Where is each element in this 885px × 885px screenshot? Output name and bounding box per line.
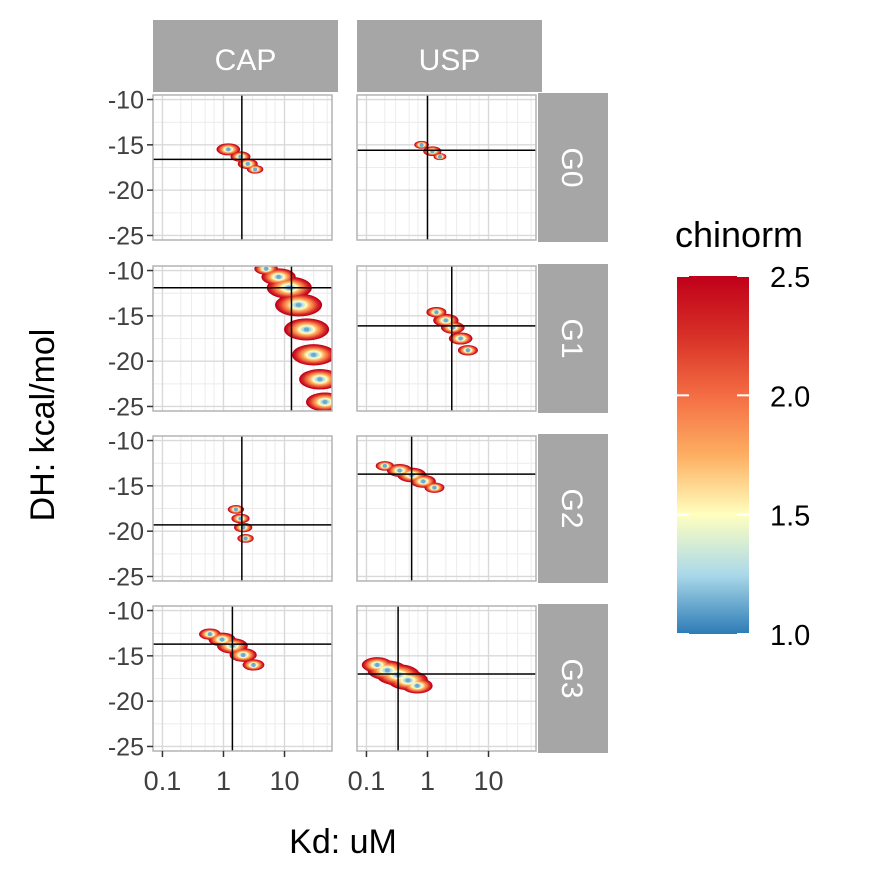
heat-cell bbox=[295, 302, 302, 307]
y-tick-label: -20 bbox=[108, 688, 144, 716]
panel-border bbox=[152, 435, 333, 582]
facet-strip-usp bbox=[357, 20, 542, 92]
facet-strip-label: CAP bbox=[215, 44, 277, 77]
heat-cell bbox=[419, 142, 424, 147]
panel-usp-g0 bbox=[356, 94, 537, 241]
heat-cell bbox=[243, 536, 248, 541]
facet-strip-g3 bbox=[538, 604, 608, 753]
legend: chinorm 1.0 1.5 2.0 2.5 bbox=[675, 214, 810, 652]
heat-cell bbox=[253, 167, 258, 172]
heat-cell bbox=[415, 683, 420, 688]
heat-region bbox=[414, 140, 447, 161]
heat-cell bbox=[317, 377, 323, 382]
legend-tick-label: 1.5 bbox=[770, 501, 810, 533]
x-tick-label: 10 bbox=[269, 766, 299, 796]
y-tick-label: -15 bbox=[108, 473, 144, 501]
y-tick-label: -15 bbox=[108, 303, 144, 331]
heat-cell bbox=[322, 399, 328, 404]
legend-tick-label: 2.5 bbox=[770, 262, 810, 294]
legend-colorbar bbox=[677, 276, 749, 634]
y-tick-label: -15 bbox=[108, 132, 144, 160]
heat-cell bbox=[264, 266, 269, 271]
legend-tick-label: 2.0 bbox=[770, 381, 810, 413]
facet-strip-label: USP bbox=[419, 44, 481, 77]
y-tick-label: -20 bbox=[108, 177, 144, 205]
panel-border bbox=[152, 265, 333, 412]
legend-title: chinorm bbox=[675, 214, 803, 255]
axes-layer: -10 -15 -20 -25 -10 -15 -20 -25 -10 -15 -20 -25 -10 -… bbox=[24, 87, 504, 861]
panel-border bbox=[356, 94, 537, 241]
heat-cell bbox=[405, 678, 411, 683]
heat-region bbox=[227, 505, 254, 543]
x-tick-label: 10 bbox=[473, 766, 503, 796]
panel-border bbox=[152, 94, 333, 241]
heat-cell bbox=[207, 632, 212, 637]
heat-cell bbox=[432, 485, 437, 490]
facet-strip-g2 bbox=[538, 434, 608, 583]
heat-cell bbox=[458, 336, 463, 341]
heat-cell bbox=[220, 637, 225, 642]
x-tick-label: 0.1 bbox=[144, 766, 182, 796]
facet-strip-label: G0 bbox=[555, 147, 588, 187]
panel-border bbox=[356, 265, 537, 412]
heat-cell bbox=[443, 318, 448, 323]
panel-usp-g2 bbox=[356, 435, 537, 582]
facet-strip-label: G3 bbox=[555, 658, 588, 698]
facet-strip-cap bbox=[153, 20, 338, 92]
heat-cell bbox=[251, 662, 256, 667]
heat-cell bbox=[397, 468, 402, 473]
y-tick-label: -20 bbox=[108, 348, 144, 376]
panel-cap-g1 bbox=[152, 265, 333, 412]
y-tick-label: -10 bbox=[108, 87, 144, 115]
facet-strip-g1 bbox=[538, 264, 608, 413]
y-axis-title: DH: kcal/mol bbox=[24, 329, 62, 522]
y-tick-label: -25 bbox=[108, 222, 144, 250]
panel-cap-g0 bbox=[152, 94, 333, 241]
y-tick-label: -25 bbox=[108, 563, 144, 591]
panel-usp-g1 bbox=[356, 265, 537, 412]
heat-cell bbox=[382, 463, 387, 468]
y-tick-label: -10 bbox=[108, 428, 144, 456]
heat-cell bbox=[437, 154, 442, 159]
heat-cell bbox=[375, 662, 380, 667]
heat-cell bbox=[434, 310, 439, 315]
facet-strip-g0 bbox=[538, 93, 608, 242]
y-tick-label: -10 bbox=[108, 258, 144, 286]
facet-strip-label: G1 bbox=[555, 318, 588, 358]
panel-border bbox=[356, 605, 537, 752]
legend-tick-label: 1.0 bbox=[770, 620, 810, 652]
heat-region bbox=[361, 657, 433, 694]
x-tick-label: 1 bbox=[420, 766, 435, 796]
panel-cap-g3 bbox=[152, 605, 333, 752]
panel-cap-g2 bbox=[152, 435, 333, 582]
heat-cell bbox=[241, 652, 246, 657]
panel-border bbox=[356, 435, 537, 582]
heat-cell bbox=[384, 668, 390, 673]
y-tick-label: -25 bbox=[108, 393, 144, 421]
y-tick-label: -10 bbox=[108, 598, 144, 626]
x-tick-label: 1 bbox=[216, 766, 231, 796]
panel-border bbox=[152, 605, 333, 752]
heat-cell bbox=[233, 507, 238, 512]
y-tick-label: -25 bbox=[108, 733, 144, 761]
heat-cell bbox=[276, 274, 281, 279]
heat-cell bbox=[303, 327, 310, 332]
heat-cell bbox=[226, 147, 231, 152]
heat-cell bbox=[245, 161, 250, 166]
x-axis-title: Kd: uM bbox=[289, 823, 397, 861]
heat-cell bbox=[465, 348, 470, 353]
panel-usp-g3 bbox=[356, 605, 537, 752]
heat-region bbox=[254, 266, 332, 411]
heat-cell bbox=[310, 352, 317, 357]
panels-layer: CAP USP G0 G1 G2 G3 bbox=[152, 20, 608, 753]
facet-strip-label: G2 bbox=[555, 488, 588, 528]
x-tick-label: 0.1 bbox=[348, 766, 386, 796]
y-tick-label: -15 bbox=[108, 643, 144, 671]
y-tick-label: -20 bbox=[108, 518, 144, 546]
heat-cell bbox=[421, 479, 426, 484]
